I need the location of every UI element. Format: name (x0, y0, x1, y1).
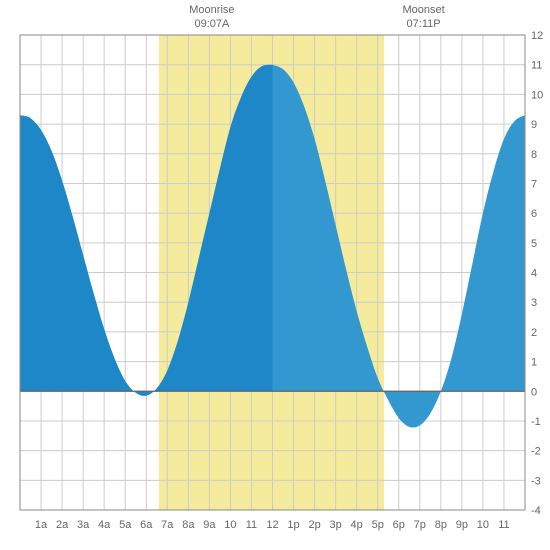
svg-text:10: 10 (531, 89, 543, 101)
svg-text:10: 10 (477, 519, 489, 531)
svg-text:9: 9 (531, 119, 537, 131)
moonset-time: 07:11P (384, 18, 464, 32)
moonset-label: Moonset 07:11P (384, 4, 464, 32)
svg-text:12: 12 (266, 519, 278, 531)
svg-text:11: 11 (498, 519, 509, 531)
svg-text:12: 12 (531, 30, 543, 42)
svg-text:6a: 6a (140, 519, 153, 531)
moonrise-title: Moonrise (172, 4, 252, 18)
svg-text:6: 6 (531, 208, 537, 220)
svg-text:5: 5 (531, 238, 537, 250)
svg-text:10: 10 (224, 519, 236, 531)
svg-text:2: 2 (531, 327, 537, 339)
svg-text:9p: 9p (456, 519, 468, 531)
svg-text:4a: 4a (98, 519, 111, 531)
svg-text:11: 11 (246, 519, 257, 531)
svg-text:-3: -3 (531, 475, 541, 487)
tide-chart: -4-3-2-101234567891011121a2a3a4a5a6a7a8a… (0, 0, 550, 550)
svg-text:3a: 3a (77, 519, 90, 531)
moonset-title: Moonset (384, 4, 464, 18)
svg-text:1: 1 (531, 357, 537, 369)
svg-text:7p: 7p (414, 519, 426, 531)
svg-text:-1: -1 (531, 416, 541, 428)
svg-text:1p: 1p (287, 519, 299, 531)
svg-text:6p: 6p (393, 519, 405, 531)
svg-text:2a: 2a (56, 519, 69, 531)
svg-text:3: 3 (531, 297, 537, 309)
moonrise-time: 09:07A (172, 18, 252, 32)
svg-text:9a: 9a (203, 519, 216, 531)
svg-text:1a: 1a (35, 519, 48, 531)
svg-text:-4: -4 (531, 505, 541, 517)
svg-text:8a: 8a (182, 519, 195, 531)
svg-text:8p: 8p (435, 519, 447, 531)
svg-text:7a: 7a (161, 519, 174, 531)
moonrise-label: Moonrise 09:07A (172, 4, 252, 32)
svg-text:4: 4 (531, 268, 537, 280)
svg-text:11: 11 (531, 60, 542, 72)
svg-text:-2: -2 (531, 446, 541, 458)
svg-text:2p: 2p (308, 519, 320, 531)
svg-text:5a: 5a (119, 519, 132, 531)
chart-svg: -4-3-2-101234567891011121a2a3a4a5a6a7a8a… (0, 0, 550, 550)
svg-text:0: 0 (531, 386, 537, 398)
svg-text:8: 8 (531, 149, 537, 161)
svg-text:3p: 3p (330, 519, 342, 531)
svg-text:5p: 5p (372, 519, 384, 531)
svg-text:4p: 4p (351, 519, 363, 531)
svg-text:7: 7 (531, 178, 537, 190)
